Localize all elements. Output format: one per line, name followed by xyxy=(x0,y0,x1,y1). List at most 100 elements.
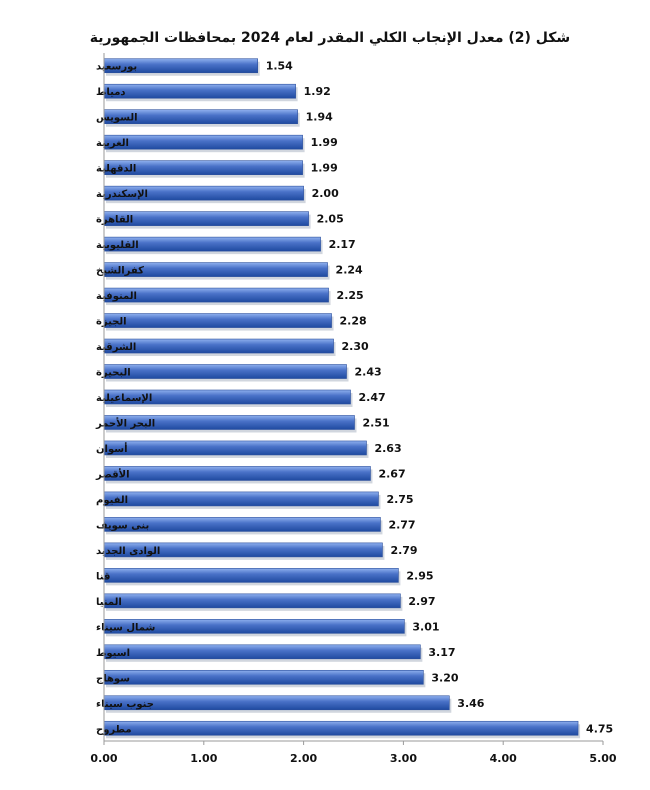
bar-group: الدقهلية 1.99 xyxy=(96,160,338,178)
category-label: المنيا xyxy=(96,597,122,608)
value-label: 2.95 xyxy=(406,569,433,582)
value-label: 2.63 xyxy=(374,442,401,455)
category-label: المنوفية xyxy=(96,291,137,302)
bar-group: بورسعيد 1.54 xyxy=(96,58,293,76)
bar xyxy=(103,364,347,379)
category-label: اسيوط xyxy=(96,648,130,659)
bar-group: أسوان 2.63 xyxy=(96,440,402,458)
chart-title: شكل (2) معدل الإنجاب الكلي المقدر لعام 2… xyxy=(90,30,570,46)
bar-group: الإسكندرية 2.00 xyxy=(96,185,339,204)
value-label: 2.51 xyxy=(362,416,389,429)
category-label: الشرقية xyxy=(96,342,136,353)
category-label: قنا xyxy=(96,571,110,582)
category-label: الدقهلية xyxy=(96,164,136,175)
value-label: 1.99 xyxy=(311,162,338,175)
value-label: 3.20 xyxy=(431,671,458,684)
bar-group: الشرقية 2.30 xyxy=(96,338,369,357)
category-label: مطروح xyxy=(96,724,132,735)
bar-group: الإسماعيلية 2.47 xyxy=(96,389,386,407)
bar-group: البحر الأحمر 2.51 xyxy=(95,415,390,433)
value-label: 2.47 xyxy=(359,391,386,404)
bars-layer: بورسعيد 1.54 دمياط 1.92 السويس 1.94 الغربية 1.9… xyxy=(95,58,613,739)
bar xyxy=(103,593,401,609)
bar xyxy=(103,313,332,328)
bar-group: الفيوم 2.75 xyxy=(96,491,414,509)
category-label: الفيوم xyxy=(96,495,128,506)
category-label: القاهرة xyxy=(96,215,133,226)
bar xyxy=(103,440,367,456)
category-label: الإسماعيلية xyxy=(96,393,152,404)
value-label: 2.75 xyxy=(386,493,413,506)
category-label: الجيزة xyxy=(96,317,127,328)
value-label: 1.54 xyxy=(266,60,293,73)
category-label: كفرالشيخ xyxy=(96,266,144,277)
category-label: الإسكندرية xyxy=(96,189,148,200)
category-label: دمياط xyxy=(96,87,126,98)
value-label: 3.17 xyxy=(428,646,455,659)
bar-group: الوادى الجديد 2.79 xyxy=(96,542,418,560)
x-tick-label: 2.00 xyxy=(290,752,317,765)
category-label: الوادى الجديد xyxy=(96,546,160,557)
bar xyxy=(103,338,334,354)
value-label: 2.28 xyxy=(340,315,367,328)
bar-group: مطروح 4.75 xyxy=(96,720,613,739)
bar-group: الغربية 1.99 xyxy=(96,134,338,153)
bar-group: اسيوط 3.17 xyxy=(96,644,456,662)
bar-group: قنا 2.95 xyxy=(96,568,434,586)
value-label: 1.92 xyxy=(304,85,331,98)
bar xyxy=(103,466,371,481)
x-tick-label: 3.00 xyxy=(390,752,417,765)
category-label: السويس xyxy=(96,113,138,124)
bar xyxy=(103,720,579,736)
bar-group: شمال سيناء 3.01 xyxy=(96,619,440,637)
value-label: 2.00 xyxy=(312,187,339,200)
x-tick-label: 1.00 xyxy=(190,752,217,765)
category-label: بورسعيد xyxy=(96,62,137,73)
bar-group: القليوبية 2.17 xyxy=(96,236,356,255)
bar xyxy=(103,695,450,711)
bar xyxy=(103,568,399,583)
bar xyxy=(103,491,379,507)
category-label: القليوبية xyxy=(96,240,139,251)
bar-group: المنيا 2.97 xyxy=(96,593,436,611)
category-label: شمال سيناء xyxy=(96,622,155,633)
bar xyxy=(103,287,329,303)
bar-group: المنوفية 2.25 xyxy=(96,287,364,306)
value-label: 2.25 xyxy=(337,289,364,302)
bar xyxy=(103,134,303,150)
value-label: 2.67 xyxy=(378,467,405,480)
category-label: بنى سويف xyxy=(96,520,149,531)
bar-group: جنوب سيناء 3.46 xyxy=(96,695,485,713)
x-tick-label: 4.00 xyxy=(490,752,517,765)
category-label: سوهاج xyxy=(96,673,130,684)
bar-group: بنى سويف 2.77 xyxy=(96,517,416,535)
x-axis-ticks: 0.00 1.00 2.00 3.00 4.00 5.00 xyxy=(90,741,617,765)
value-label: 2.97 xyxy=(408,595,435,608)
value-label: 3.46 xyxy=(457,697,484,710)
bar-group: كفرالشيخ 2.24 xyxy=(96,262,363,280)
category-label: البحيرة xyxy=(96,368,131,379)
value-label: 2.77 xyxy=(388,518,415,531)
bar-group: الأقصر 2.67 xyxy=(95,466,406,484)
bar-group: دمياط 1.92 xyxy=(96,83,331,102)
category-label: البحر الأحمر xyxy=(95,416,155,429)
value-label: 2.17 xyxy=(329,238,356,251)
value-label: 1.99 xyxy=(311,136,338,149)
value-label: 2.30 xyxy=(342,340,369,353)
x-tick-label: 5.00 xyxy=(589,752,616,765)
value-label: 2.79 xyxy=(390,544,417,557)
value-label: 2.05 xyxy=(317,213,344,226)
bar xyxy=(103,83,296,99)
bar-group: القاهرة 2.05 xyxy=(96,211,344,229)
category-label: الغربية xyxy=(96,138,129,149)
bar-group: الجيزة 2.28 xyxy=(96,313,367,331)
bar-group: البحيرة 2.43 xyxy=(96,364,382,382)
value-label: 4.75 xyxy=(586,722,613,735)
category-label: أسوان xyxy=(96,442,128,455)
bar-group: سوهاج 3.20 xyxy=(96,669,459,688)
value-label: 3.01 xyxy=(412,620,439,633)
value-label: 2.43 xyxy=(355,366,382,379)
bar xyxy=(103,211,309,226)
